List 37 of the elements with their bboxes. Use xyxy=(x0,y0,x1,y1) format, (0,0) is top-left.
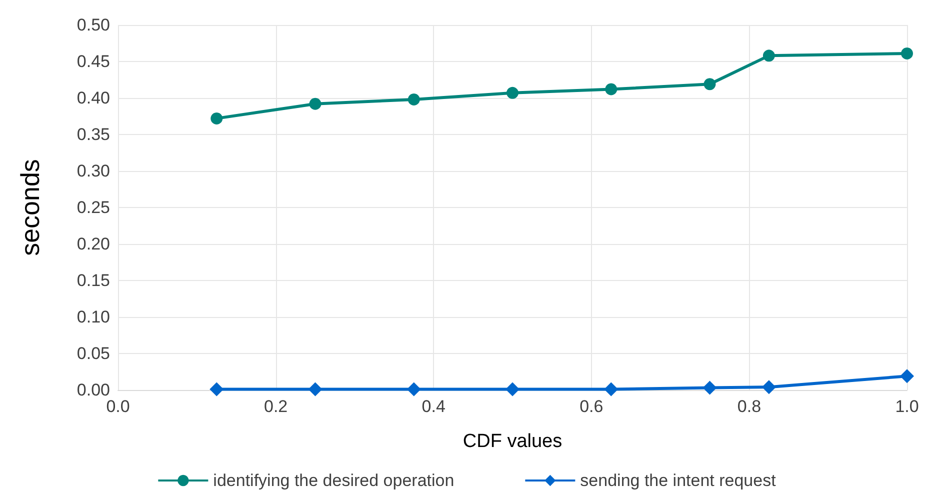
y-tick-label: 0.10 xyxy=(76,308,110,326)
x-tick-label: 0.0 xyxy=(106,397,130,416)
y-tick-label: 0.40 xyxy=(76,88,110,108)
point xyxy=(309,98,322,110)
x-tick-label: 0.4 xyxy=(422,397,446,416)
y-tick-label: 0.20 xyxy=(76,234,110,254)
point xyxy=(704,78,716,90)
x-tick-label: 0.2 xyxy=(264,397,288,416)
point xyxy=(506,382,520,396)
x-axis-title: CDF values xyxy=(462,431,562,452)
x-tick-label: 0.6 xyxy=(580,397,604,416)
point xyxy=(210,382,224,396)
point xyxy=(702,380,717,395)
point xyxy=(762,50,775,62)
point xyxy=(605,83,618,96)
y-tick-label: 0.50 xyxy=(76,16,110,34)
point xyxy=(604,382,618,396)
point xyxy=(900,369,914,384)
legend-label: sending the intent request xyxy=(580,471,776,490)
y-tick-label: 0.35 xyxy=(76,125,110,144)
y-tick-label: 0.05 xyxy=(76,344,110,363)
point xyxy=(762,380,776,394)
legend-label: identifying the desired operation xyxy=(213,471,454,490)
point xyxy=(406,382,421,396)
y-tick-label: 0.45 xyxy=(76,52,110,71)
point xyxy=(901,47,913,60)
y-tick-label: 0.30 xyxy=(76,162,110,180)
point xyxy=(408,93,420,106)
point xyxy=(210,112,223,124)
y-axis-title: seconds xyxy=(15,159,45,256)
x-tick-label: 1.0 xyxy=(895,397,919,416)
y-tick-label: 0.00 xyxy=(76,380,110,400)
point xyxy=(506,86,518,99)
y-tick-label: 0.15 xyxy=(76,271,110,290)
point xyxy=(308,382,322,396)
x-tick-label: 0.8 xyxy=(737,397,762,416)
y-tick-label: 0.25 xyxy=(76,198,110,217)
